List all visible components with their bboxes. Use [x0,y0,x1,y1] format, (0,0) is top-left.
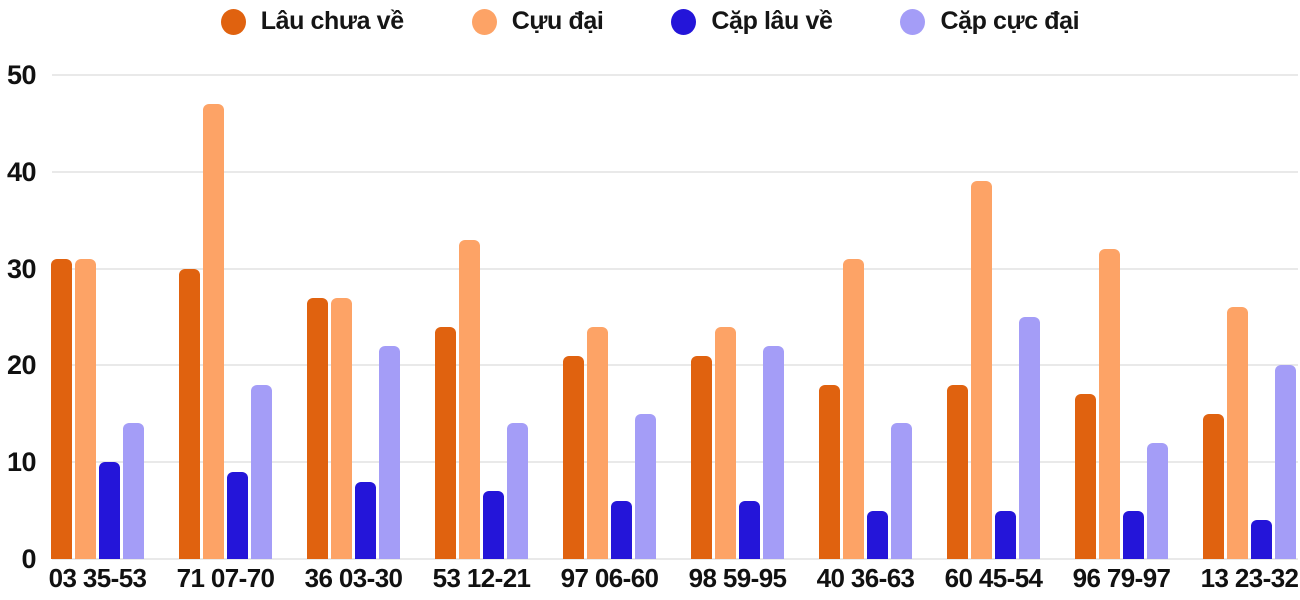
y-tick-label: 0 [21,544,36,574]
bar[interactable] [1019,317,1040,559]
bar[interactable] [1075,394,1096,559]
x-tick-label: 96 79-97 [1072,563,1171,593]
bar-group [563,75,656,559]
legend-item[interactable]: Cặp lâu về [671,7,833,36]
bar[interactable] [75,258,96,559]
bar[interactable] [123,423,144,559]
legend-marker-circle-icon [471,8,497,35]
bar[interactable] [99,462,120,559]
bar-group [435,75,528,559]
bar[interactable] [611,500,632,559]
bar-group [51,75,144,559]
bar[interactable] [1251,520,1272,559]
legend-label: Cựu đại [511,7,604,35]
x-tick-label: 40 36-63 [816,563,915,593]
legend-marker-circle-icon [900,8,926,35]
legend-label: Cặp cực đại [940,7,1080,35]
gridline [52,461,1298,464]
bar[interactable] [307,297,328,559]
legend-marker-circle-icon [220,8,246,35]
gridline [52,267,1298,270]
bar[interactable] [1203,413,1224,559]
legend-item[interactable]: Cựu đại [471,7,604,36]
bar[interactable] [379,346,400,559]
bar[interactable] [819,384,840,559]
bar[interactable] [995,510,1016,559]
bar[interactable] [843,258,864,559]
bar[interactable] [739,500,760,559]
bar[interactable] [51,258,72,559]
legend-item[interactable]: Lâu chưa về [220,7,404,36]
bar-group [1075,75,1168,559]
x-tick-label: 53 12-21 [432,563,531,593]
bar[interactable] [867,510,888,559]
bar[interactable] [507,423,528,559]
bar-group [307,75,400,559]
bar[interactable] [435,326,456,559]
x-tick-label: 03 35-53 [48,563,147,593]
bar-group [691,75,784,559]
legend-label: Lâu chưa về [260,7,404,35]
bar[interactable] [763,346,784,559]
bar[interactable] [203,104,224,559]
y-tick-label: 40 [6,156,37,187]
bar[interactable] [331,297,352,559]
bar[interactable] [1275,365,1296,559]
x-tick-label: 71 07-70 [176,563,275,593]
gridline [52,364,1298,367]
bar-group [819,75,912,559]
bar[interactable] [715,326,736,559]
x-tick-label: 98 59-95 [688,563,787,593]
y-tick-label: 10 [6,447,37,478]
bar[interactable] [947,384,968,559]
y-tick-label: 50 [6,60,37,90]
legend-item[interactable]: Cặp cực đại [900,7,1080,36]
bar[interactable] [971,181,992,559]
legend-marker-circle-icon [671,8,697,35]
bar[interactable] [1147,442,1168,559]
bar[interactable] [483,491,504,559]
bar[interactable] [227,471,248,559]
bar-group [947,75,1040,559]
bar[interactable] [587,326,608,559]
gridline [52,170,1298,173]
bar[interactable] [251,384,272,559]
bar[interactable] [1099,249,1120,559]
bar[interactable] [1227,307,1248,559]
legend-label: Cặp lâu về [711,7,833,35]
bar[interactable] [355,481,376,559]
gridline [52,558,1298,560]
bar[interactable] [459,239,480,559]
y-tick-label: 30 [6,253,37,284]
gridline [52,74,1298,76]
bar[interactable] [635,413,656,559]
y-tick-label: 20 [6,350,37,381]
x-tick-label: 13 23-32 [1200,563,1299,593]
bar-group [179,75,272,559]
x-tick-label: 97 06-60 [560,563,659,593]
x-tick-label: 36 03-30 [304,563,403,593]
bar[interactable] [891,423,912,559]
bar-group [1203,75,1296,559]
chart-legend: Lâu chưa về Cựu đại Cặp lâu về Cặp cực đại [0,7,1300,36]
plot-area [48,74,1298,560]
x-tick-label: 60 45-54 [944,563,1043,593]
bar[interactable] [1123,510,1144,559]
bar[interactable] [691,355,712,559]
bar[interactable] [179,268,200,559]
bar[interactable] [563,355,584,559]
